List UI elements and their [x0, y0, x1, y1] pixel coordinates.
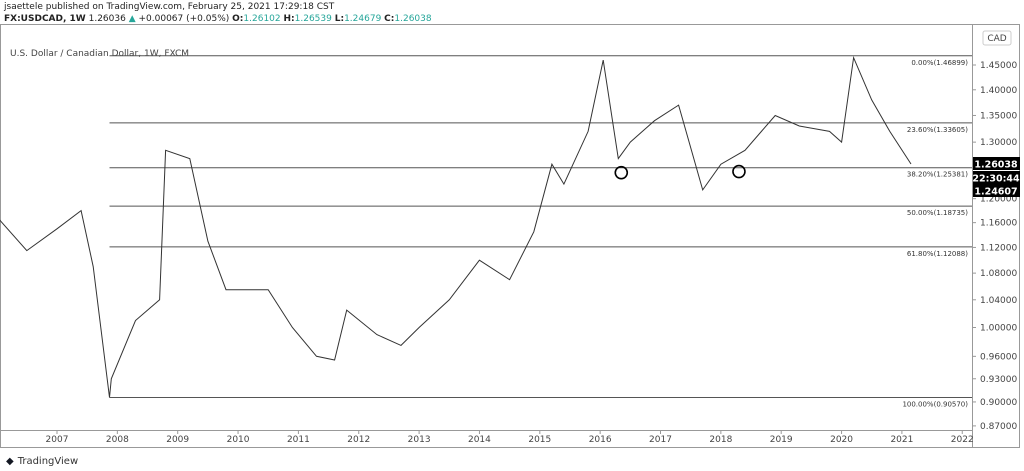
footer: ◆ TradingView — [6, 456, 78, 467]
tradingview-logo-icon: ◆ — [6, 456, 14, 467]
open-label: O: — [232, 14, 244, 24]
y-tick-label: 1.40000 — [980, 86, 1017, 96]
y-tick-label: 0.93000 — [980, 375, 1017, 385]
price-tag — [973, 184, 1020, 197]
close-value: 1.26038 — [394, 14, 432, 24]
symbol[interactable]: FX:USDCAD, 1W — [4, 14, 86, 24]
y-tick-label: 0.90000 — [980, 398, 1017, 408]
close-label: C: — [384, 14, 395, 24]
x-tick-label: 2009 — [166, 435, 189, 445]
x-tick-label: 2015 — [528, 435, 551, 445]
low-label: L: — [334, 14, 345, 24]
currency-badge-label: CAD — [987, 34, 1006, 44]
open-value: 1.26102 — [243, 14, 281, 24]
price-tag — [973, 157, 1020, 170]
y-tick-label: 0.87000 — [980, 422, 1017, 432]
fib-level-label: 23.60%(1.33605) — [907, 126, 968, 134]
x-tick-label: 2011 — [287, 435, 310, 445]
y-tick-label: 1.45000 — [980, 61, 1017, 71]
footer-brand: TradingView — [17, 456, 79, 467]
y-tick-label: 1.35000 — [980, 111, 1017, 121]
y-tick-label: 1.12000 — [980, 243, 1017, 253]
y-tick-label: 1.30000 — [980, 138, 1017, 148]
fib-level-label: 61.80%(1.12088) — [907, 250, 968, 258]
high-value: 1.26539 — [294, 14, 332, 24]
x-tick-label: 2022 — [951, 435, 974, 445]
chart-frame — [0, 24, 1020, 448]
y-tick-label: 1.08000 — [980, 269, 1017, 279]
y-tick-label: 1.20000 — [980, 195, 1017, 205]
change: +0.00067 (+0.05%) — [138, 14, 230, 24]
last-price: 1.26036 — [88, 14, 126, 24]
x-tick-label: 2016 — [589, 435, 612, 445]
x-tick-label: 2014 — [468, 435, 491, 445]
y-tick-label: 1.16000 — [980, 219, 1017, 229]
fib-level-label: 38.20%(1.25381) — [907, 171, 968, 179]
triangle-up-icon: ▲ — [128, 14, 136, 24]
price-tag-label: 22:30:44 — [972, 174, 1020, 185]
fib-level-label: 100.00%(0.90570) — [902, 400, 968, 408]
x-tick-label: 2008 — [106, 435, 129, 445]
price-tag-label: 1.26038 — [974, 160, 1018, 171]
x-tick-label: 2020 — [830, 435, 853, 445]
x-tick-label: 2012 — [347, 435, 370, 445]
x-tick-label: 2013 — [408, 435, 431, 445]
fib-level-label: 50.00%(1.18735) — [907, 209, 968, 217]
x-tick-label: 2021 — [890, 435, 913, 445]
price-tag — [973, 171, 1020, 184]
annotation-circle[interactable] — [732, 164, 746, 179]
annotation-circle[interactable] — [614, 165, 629, 180]
y-tick-label: 0.96000 — [980, 352, 1017, 362]
high-label: H: — [283, 14, 295, 24]
x-tick-label: 2018 — [709, 435, 732, 445]
low-value: 1.24679 — [344, 14, 382, 24]
y-tick-label: 1.00000 — [980, 324, 1017, 334]
x-tick-label: 2007 — [46, 435, 69, 445]
y-tick-label: 1.04000 — [980, 296, 1017, 306]
x-tick-label: 2017 — [649, 435, 672, 445]
price-series-line — [0, 55, 912, 398]
publisher-line: jsaettele published on TradingView.com, … — [4, 2, 335, 12]
fib-level-label: 0.00%(1.46899) — [911, 59, 968, 67]
x-tick-label: 2019 — [770, 435, 793, 445]
legend-title: U.S. Dollar / Canadian Dollar, 1W, FXCM — [10, 49, 189, 59]
symbol-info: FX:USDCAD, 1W 1.26036 ▲ +0.00067 (+0.05%… — [4, 14, 432, 24]
price-tag-label: 1.24607 — [974, 187, 1017, 198]
x-tick-label: 2010 — [227, 435, 250, 445]
currency-badge[interactable] — [982, 30, 1012, 46]
